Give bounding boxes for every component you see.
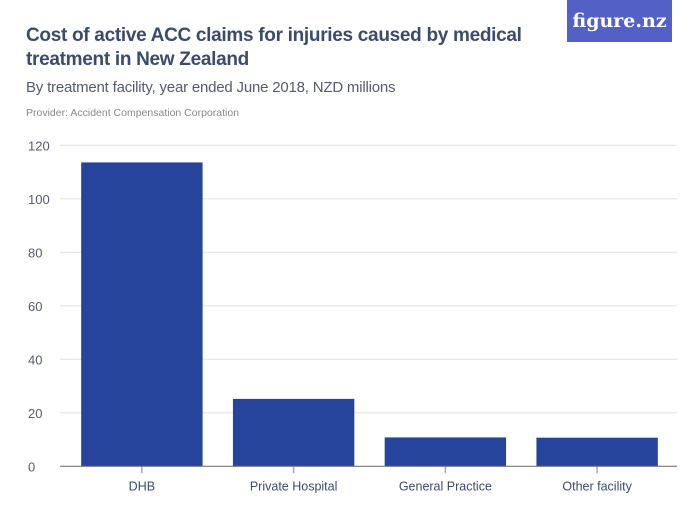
bar-private-hospital — [232, 398, 355, 467]
y-tick-label: 120 — [28, 138, 50, 153]
bar-other-facility — [536, 437, 658, 467]
chart-subtitle: By treatment facility, year ended June 2… — [26, 79, 396, 96]
bar-general-practice — [384, 437, 507, 467]
y-tick-label: 0 — [28, 459, 35, 474]
y-tick-label: 20 — [28, 406, 42, 421]
x-tick-label: Private Hospital — [250, 479, 338, 493]
y-tick-label: 100 — [28, 192, 50, 207]
bar-dhb — [81, 162, 203, 467]
provider-text: Provider: Accident Compensation Corporat… — [26, 107, 240, 119]
figure-nz-logo[interactable]: figure.nz — [567, 0, 672, 42]
y-tick-label: 80 — [28, 245, 42, 260]
x-tick-label: Other facility — [562, 479, 632, 493]
x-tick-label: General Practice — [399, 479, 492, 493]
x-tick-label: DHB — [129, 479, 155, 493]
y-tick-label: 60 — [28, 299, 42, 314]
y-tick-label: 40 — [28, 352, 42, 367]
chart-title: Cost of active ACC claims for injuries c… — [26, 25, 522, 70]
